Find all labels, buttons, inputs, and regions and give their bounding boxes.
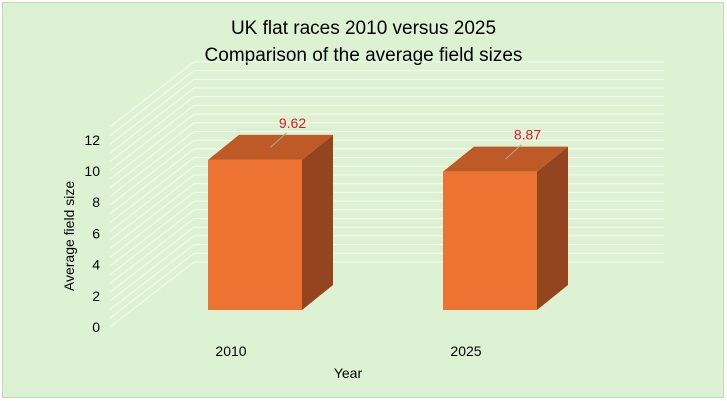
- x-axis-label: Year: [334, 365, 363, 381]
- side-gridline: [109, 183, 195, 250]
- y-tick-label: 0: [92, 319, 100, 335]
- y-tick-label: 2: [92, 288, 100, 304]
- chart-title-block: UK flat races 2010 versus 2025 Compariso…: [0, 15, 727, 69]
- x-tick-label: 2025: [450, 343, 481, 359]
- side-gridline: [109, 174, 195, 241]
- y-tick-label: 6: [92, 225, 100, 241]
- side-wall-gridlines: [109, 61, 195, 328]
- bar: 8.87: [443, 127, 568, 310]
- side-gridline: [109, 226, 195, 293]
- side-gridline: [109, 87, 195, 154]
- x-axis-tick-labels: 2010 2025: [215, 343, 481, 359]
- data-label: 9.62: [279, 115, 306, 131]
- side-gridline: [109, 192, 195, 258]
- side-gridline: [109, 70, 195, 136]
- chart-subtitle: Comparison of the average field sizes: [204, 45, 523, 66]
- side-gridline: [109, 113, 195, 180]
- side-gridline: [109, 139, 195, 206]
- y-axis-tick-labels: 0 2 4 6 8 10 12: [84, 132, 100, 335]
- bar-side: [302, 134, 333, 310]
- bar: 9.62: [208, 115, 333, 310]
- side-gridline: [109, 157, 195, 223]
- side-gridline: [109, 252, 195, 319]
- side-gridline: [109, 122, 195, 189]
- side-gridline: [109, 235, 195, 302]
- side-gridline: [109, 261, 195, 328]
- y-tick-label: 4: [92, 257, 100, 273]
- bar-front: [208, 159, 302, 310]
- chart-title: UK flat races 2010 versus 2025: [230, 18, 497, 39]
- y-tick-label: 10: [84, 163, 100, 179]
- y-tick-label: 8: [92, 194, 100, 210]
- data-label-leader: [505, 144, 522, 160]
- side-gridline: [109, 200, 195, 267]
- side-gridline: [109, 209, 195, 276]
- side-gridline: [109, 78, 195, 145]
- side-gridline: [109, 96, 195, 163]
- side-gridline: [109, 218, 195, 284]
- bar-front: [443, 171, 537, 310]
- x-tick-label: 2010: [215, 343, 246, 359]
- side-gridline: [109, 148, 195, 215]
- side-gridline: [109, 165, 195, 232]
- bars: 9.62 8.87: [208, 115, 568, 310]
- y-tick-label: 12: [84, 132, 100, 148]
- side-gridline: [109, 61, 195, 128]
- bar-side: [537, 146, 568, 310]
- data-label-leader: [270, 132, 287, 148]
- y-axis-label: Average field size: [61, 181, 77, 291]
- data-label: 8.87: [514, 127, 541, 143]
- side-gridline: [109, 131, 195, 197]
- side-gridline: [109, 105, 195, 171]
- side-gridline: [109, 244, 195, 310]
